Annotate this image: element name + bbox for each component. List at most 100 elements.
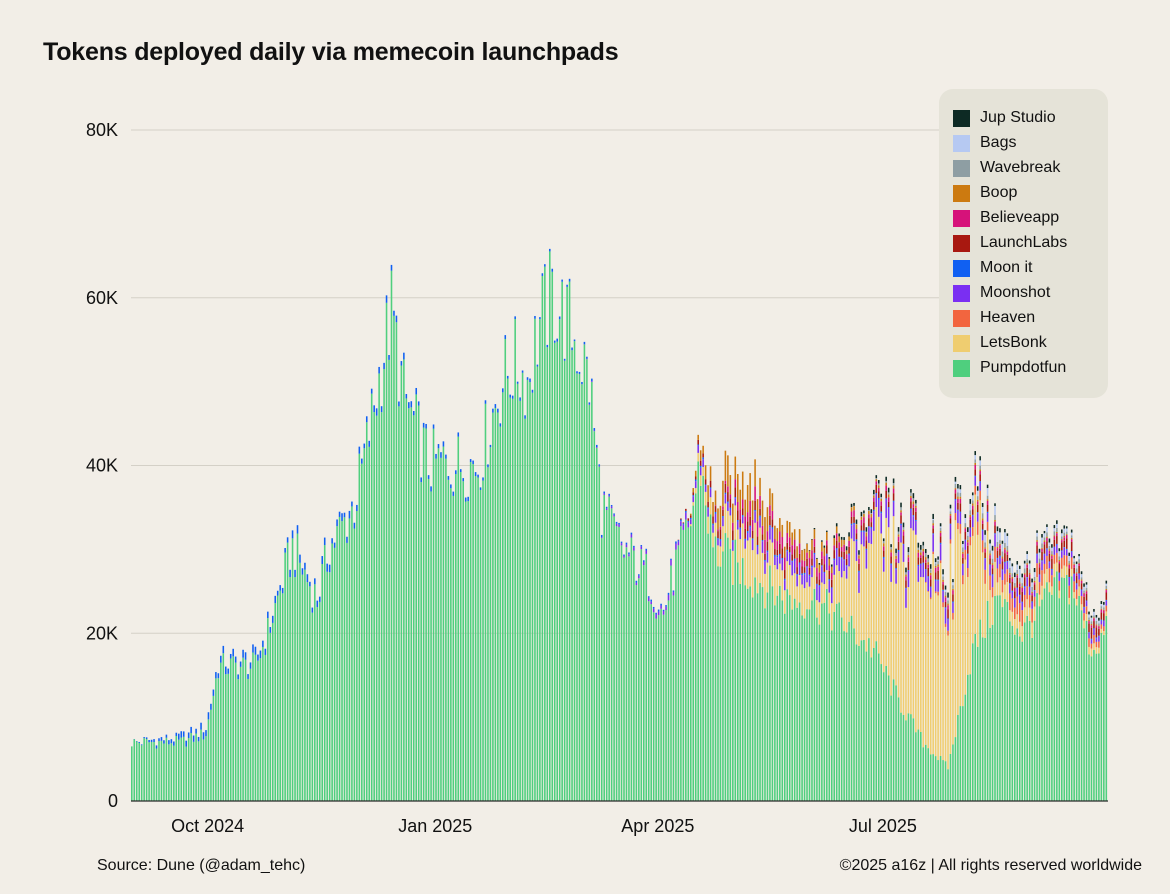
bar-segment-pumpdotfun bbox=[450, 488, 452, 801]
bar-segment-moon-it bbox=[833, 558, 836, 561]
bar-segment-pumpdotfun bbox=[662, 614, 665, 801]
bar-segment-believeapp bbox=[835, 533, 838, 541]
day-bar bbox=[628, 552, 630, 801]
bar-segment-letsbonk bbox=[823, 584, 826, 603]
day-bar bbox=[432, 424, 435, 801]
bar-segment-letsbonk bbox=[1058, 590, 1061, 599]
bar-segment-pumpdotfun bbox=[1093, 650, 1095, 801]
bar-segment-boop bbox=[999, 543, 1001, 546]
x-tick-label: Jan 2025 bbox=[398, 816, 472, 836]
bar-segment-moonshot bbox=[912, 516, 915, 531]
bar-segment-launchlabs bbox=[882, 550, 885, 557]
bar-segment-pumpdotfun bbox=[190, 733, 192, 801]
bar-segment-pumpdotfun bbox=[427, 478, 430, 801]
bar-segment-pumpdotfun bbox=[422, 427, 425, 801]
day-bar bbox=[267, 611, 269, 801]
bar-segment-jup-studio bbox=[1056, 520, 1058, 524]
bar-segment-letsbonk bbox=[801, 584, 803, 616]
bar-segment-wavebreak bbox=[1093, 615, 1095, 618]
bar-segment-moon-it bbox=[1004, 561, 1006, 563]
bar-segment-pumpdotfun bbox=[370, 393, 373, 801]
bar-segment-pumpdotfun bbox=[1080, 610, 1083, 801]
bar-segment-boop bbox=[808, 550, 811, 559]
bar-segment-jup-studio bbox=[1090, 615, 1093, 618]
bar-segment-pumpdotfun bbox=[502, 392, 504, 801]
bar-segment-bags bbox=[986, 488, 989, 496]
bar-segment-jup-studio bbox=[902, 522, 905, 528]
bar-segment-boop bbox=[739, 489, 742, 510]
bar-segment-moonshot bbox=[593, 430, 596, 432]
bar-segment-letsbonk bbox=[937, 595, 939, 761]
day-bar bbox=[477, 474, 479, 801]
bar-segment-wavebreak bbox=[986, 495, 989, 500]
bar-segment-believeapp bbox=[1061, 540, 1063, 543]
bar-segment-boop bbox=[702, 445, 704, 454]
bar-segment-pumpdotfun bbox=[939, 755, 942, 801]
bar-segment-launchlabs bbox=[781, 548, 784, 559]
day-bar bbox=[793, 529, 796, 801]
bar-segment-jup-studio bbox=[1098, 617, 1100, 621]
bar-segment-believeapp bbox=[877, 487, 880, 492]
bar-segment-moon-it bbox=[816, 583, 818, 585]
bar-segment-launchlabs bbox=[989, 558, 991, 565]
bar-segment-boop bbox=[766, 507, 769, 532]
bar-segment-moonshot bbox=[962, 564, 964, 576]
bar-segment-heaven bbox=[962, 575, 964, 585]
bar-segment-moonshot bbox=[1078, 574, 1080, 580]
bar-segment-launchlabs bbox=[687, 518, 690, 521]
bar-segment-heaven bbox=[939, 560, 942, 564]
day-bar bbox=[843, 537, 845, 801]
day-bar bbox=[860, 511, 863, 801]
bar-segment-pumpdotfun bbox=[628, 556, 630, 801]
bar-segment-pumpdotfun bbox=[813, 588, 816, 801]
bar-segment-bags bbox=[994, 505, 996, 516]
bar-segment-boop bbox=[1043, 540, 1046, 542]
bar-segment-wavebreak bbox=[989, 550, 991, 554]
day-bar bbox=[232, 648, 234, 801]
bar-segment-believeapp bbox=[991, 564, 994, 569]
bar-segment-moon-it bbox=[153, 739, 155, 743]
bar-segment-moon-it bbox=[368, 440, 371, 447]
bar-segment-boop bbox=[1009, 572, 1011, 575]
bar-segment-moon-it bbox=[467, 496, 469, 502]
bar-segment-believeapp bbox=[741, 499, 744, 509]
bar-segment-moonshot bbox=[870, 528, 873, 544]
bar-segment-launchlabs bbox=[892, 493, 895, 501]
bar-segment-jup-studio bbox=[999, 528, 1001, 533]
bar-segment-pumpdotfun bbox=[1036, 593, 1038, 801]
day-bar bbox=[210, 703, 212, 801]
bar-segment-moon-it bbox=[741, 515, 744, 517]
day-bar bbox=[702, 445, 704, 801]
day-bar bbox=[306, 574, 309, 801]
bar-segment-pumpdotfun bbox=[771, 586, 774, 801]
bar-segment-pumpdotfun bbox=[922, 747, 925, 801]
bar-segment-moon-it bbox=[586, 356, 588, 359]
bar-segment-believeapp bbox=[870, 517, 873, 523]
day-bar bbox=[563, 358, 566, 801]
bar-segment-moon-it bbox=[749, 525, 751, 528]
bar-segment-boop bbox=[875, 479, 878, 482]
day-bar bbox=[704, 465, 707, 801]
bar-segment-letsbonk bbox=[915, 534, 917, 733]
bar-segment-launchlabs bbox=[734, 487, 737, 498]
bar-segment-jup-studio bbox=[1070, 529, 1073, 533]
bar-segment-believeapp bbox=[974, 464, 977, 470]
bar-segment-moonshot bbox=[885, 499, 887, 518]
bar-segment-pumpdotfun bbox=[791, 609, 793, 801]
bar-segment-launchlabs bbox=[1056, 536, 1058, 544]
day-bar bbox=[848, 532, 850, 801]
bar-segment-wavebreak bbox=[952, 585, 954, 589]
bar-segment-believeapp bbox=[912, 504, 915, 508]
day-bar bbox=[511, 395, 514, 801]
bar-segment-launchlabs bbox=[912, 507, 915, 516]
bar-segment-launchlabs bbox=[897, 541, 900, 550]
day-bar bbox=[269, 627, 272, 801]
bar-segment-moon-it bbox=[944, 607, 947, 609]
day-bar bbox=[791, 532, 793, 801]
bar-segment-heaven bbox=[1065, 555, 1068, 567]
bar-segment-letsbonk bbox=[932, 554, 934, 755]
bar-segment-jup-studio bbox=[934, 558, 937, 563]
legend-swatch bbox=[953, 259, 970, 277]
bar-segment-bags bbox=[1001, 543, 1004, 552]
bar-segment-moon-it bbox=[583, 341, 586, 345]
